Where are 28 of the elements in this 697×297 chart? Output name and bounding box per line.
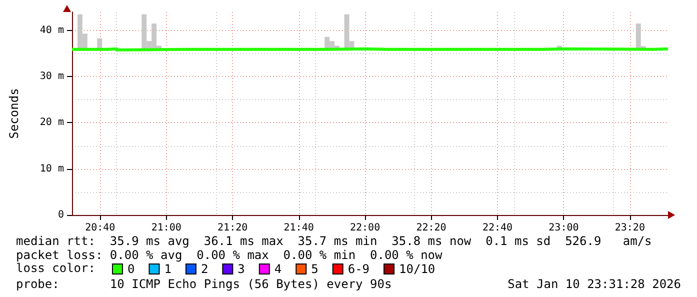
x-tick-label: 21:00 [151, 222, 182, 234]
y-tick-label: 0 [58, 210, 64, 220]
legend-label: 5 [311, 262, 318, 276]
y-tick-label: 10 m [40, 163, 64, 174]
legend-label: 2 [200, 262, 208, 276]
text: median rtt: 35.9 ms avg 36.1 ms max 35.7 ms min 35.8 ms now 0.1 ms sd 526.9 am/s [16, 234, 652, 248]
legend-label: 10/10 [399, 262, 436, 276]
x-tick-label: 20:40 [85, 222, 116, 234]
x-tick-label: 21:40 [284, 222, 314, 234]
legend-label: 4 [274, 262, 282, 276]
y-tick-label: 20 m [40, 117, 64, 128]
legend-label: 6-9 [348, 262, 370, 276]
legend-label: 0 [128, 262, 135, 276]
x-tick-label: 22:20 [416, 222, 446, 234]
y-tick-label: 30 m [40, 71, 64, 82]
x-tick-label: 22:40 [482, 222, 513, 234]
legend-label: 1 [164, 262, 172, 276]
text: packet loss: 0.00 % avg 0.00 % max 0.00 % min 0.00 % now [16, 248, 442, 262]
legend-title: loss color: [16, 261, 96, 275]
text: Sat Jan 10 23:31:28 2026 [508, 277, 681, 291]
x-tick-label: 21:20 [218, 222, 248, 234]
x-tick-label: 23:00 [548, 222, 579, 234]
y-axis-title: Seconds [7, 88, 21, 139]
x-tick-label: 22:00 [350, 222, 380, 234]
y-tick-label: 40 m [40, 24, 64, 36]
text: probe: 10 ICMP Echo Pings (56 Bytes) every 90s [16, 277, 392, 291]
x-tick-label: 23:20 [614, 222, 645, 234]
legend-label: 3 [238, 262, 245, 276]
